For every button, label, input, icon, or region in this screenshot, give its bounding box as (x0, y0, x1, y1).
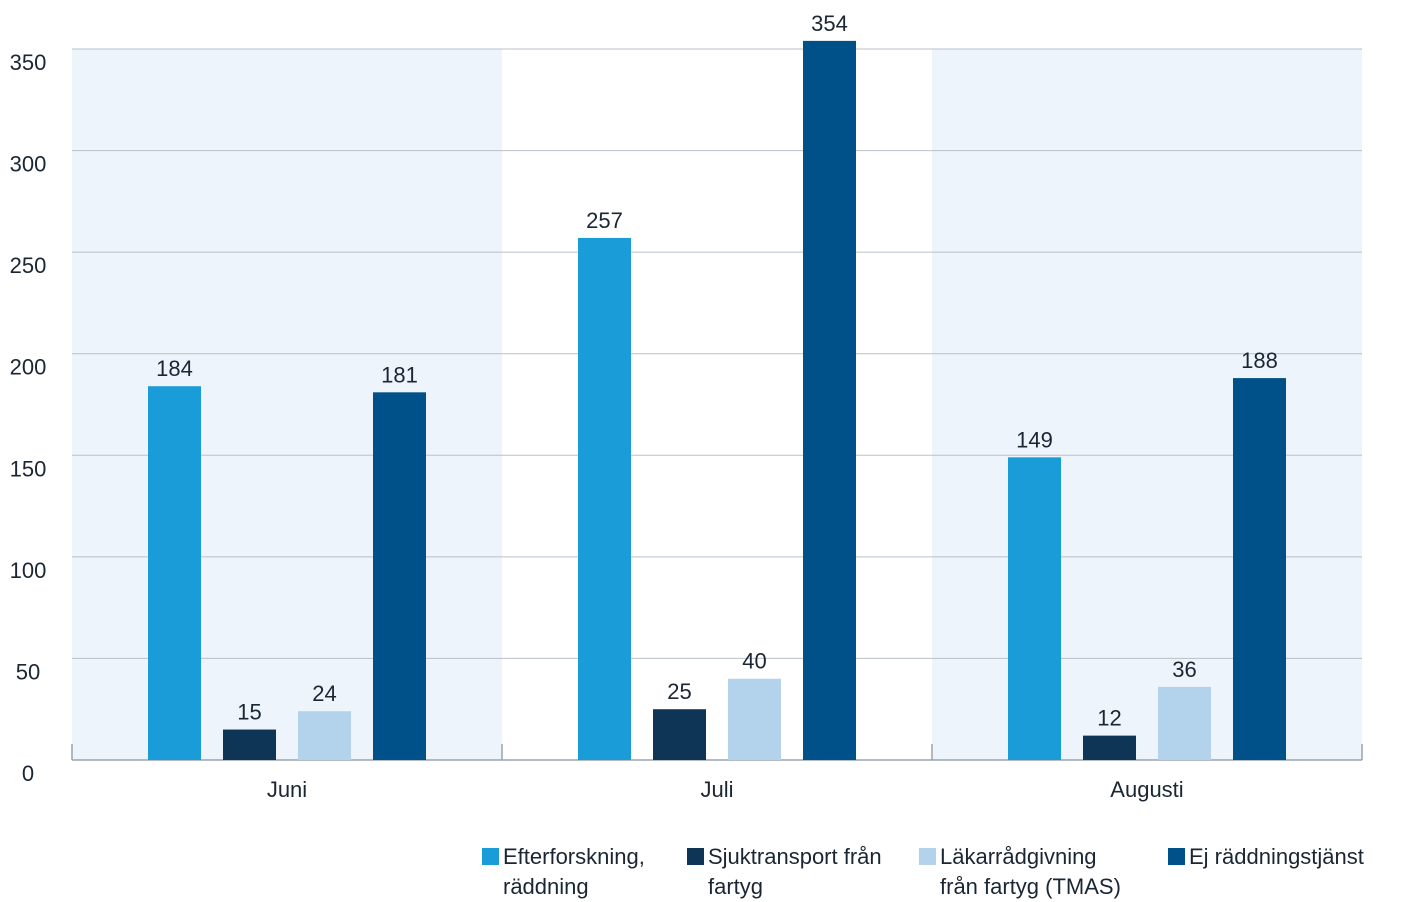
data-label: 24 (312, 681, 336, 706)
data-label: 12 (1097, 706, 1121, 731)
x-tick-label: Augusti (1110, 777, 1183, 802)
data-label: 15 (237, 700, 261, 725)
legend-label: Efterforskning, räddning (503, 844, 645, 899)
bar (728, 678, 781, 760)
y-tick-label: 150 (10, 456, 47, 481)
legend-item-ej-raddningstjanst: Ej räddningstjänst (1168, 842, 1364, 872)
bar (653, 709, 706, 760)
data-label: 40 (742, 649, 766, 674)
legend-item-efterforskning: Efterforskning, räddning (482, 842, 645, 902)
bar (298, 711, 351, 760)
legend-swatch (1168, 848, 1185, 865)
bar (148, 386, 201, 760)
data-label: 25 (667, 679, 691, 704)
data-label: 36 (1172, 657, 1196, 682)
bar (1158, 686, 1211, 760)
legend-swatch (482, 848, 499, 865)
y-tick-label: 100 (10, 558, 47, 583)
bar (223, 729, 276, 760)
bar (1083, 735, 1136, 760)
y-axis-ticks: 0 50 100 150 200 250 300 350 (10, 50, 47, 786)
y-tick-label: 300 (10, 152, 47, 177)
x-axis-labels: Juni Juli Augusti (267, 777, 1184, 802)
category-band (72, 49, 502, 760)
data-label: 257 (586, 208, 623, 233)
category-bands (72, 49, 1362, 760)
y-tick-label: 250 (10, 253, 47, 278)
x-tick-label: Juli (700, 777, 733, 802)
bar (1233, 378, 1286, 760)
bar (373, 392, 426, 760)
y-tick-label: 50 (16, 659, 40, 684)
bar (578, 237, 631, 760)
data-labels: 184 15 24 181 257 25 40 354 149 12 36 188 (156, 11, 1278, 731)
legend-item-lakarradgivning: Läkarrådgivning från fartyg (TMAS) (919, 842, 1121, 902)
legend-label: Sjuktransport från fartyg (708, 844, 882, 899)
y-tick-label: 350 (10, 50, 47, 75)
y-tick-label: 0 (22, 761, 34, 786)
data-label: 188 (1241, 348, 1278, 373)
legend-label: Ej räddningstjänst (1189, 844, 1364, 869)
legend-swatch (687, 848, 704, 865)
data-label: 181 (381, 362, 418, 387)
data-label: 354 (811, 11, 848, 36)
legend-swatch (919, 848, 936, 865)
data-label: 184 (156, 356, 193, 381)
legend-label: Läkarrådgivning från fartyg (TMAS) (940, 844, 1121, 899)
bars (148, 40, 1286, 761)
x-tick-label: Juni (267, 777, 307, 802)
y-tick-label: 200 (10, 355, 47, 380)
category-band (932, 49, 1362, 760)
legend: Efterforskning, räddning Sjuktransport fr… (482, 842, 1405, 902)
gridlines (72, 48, 1362, 659)
bar (803, 40, 856, 761)
legend-item-sjuktransport: Sjuktransport från fartyg (687, 842, 882, 902)
data-label: 149 (1016, 427, 1053, 452)
x-axis (71, 744, 1363, 761)
bar (1008, 457, 1061, 760)
